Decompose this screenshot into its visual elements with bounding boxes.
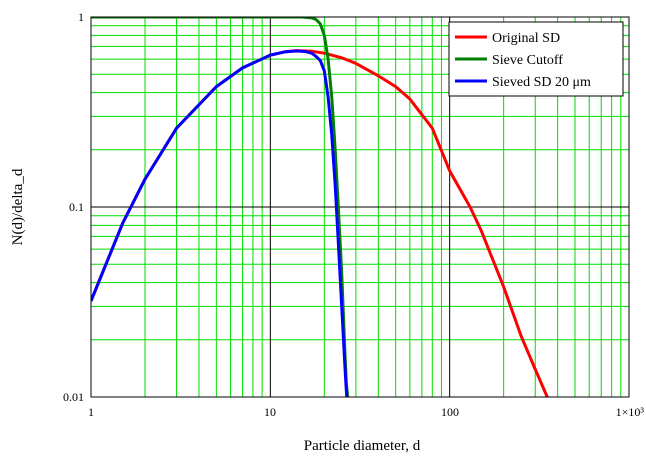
x-tick-label: 100 (441, 405, 459, 419)
x-axis-title: Particle diameter, d (304, 438, 421, 454)
legend: Original SD Sieve Cutoff Sieved SD 20 μm (448, 21, 624, 97)
y-axis-title: N(d)/delta_d (10, 168, 26, 245)
legend-label-sieved-sd: Sieved SD 20 μm (492, 75, 591, 90)
y-tick-label: 0.01 (63, 390, 84, 404)
x-tick-label: 1×10³ (616, 405, 645, 419)
plot-frame (90, 16, 630, 398)
x-tick-label: 10 (264, 405, 276, 419)
x-tick-label: 1 (88, 405, 94, 419)
tick-labels: 1 0.1 0.01 1 10 100 1×10³ (63, 10, 644, 419)
series-layer (91, 17, 549, 397)
legend-label-sieve-cutoff: Sieve Cutoff (492, 53, 563, 68)
y-tick-label: 1 (78, 10, 84, 24)
y-tick-label: 0.1 (69, 200, 84, 214)
series-line-2 (91, 49, 349, 397)
legend-label-original-sd: Original SD (492, 31, 560, 46)
